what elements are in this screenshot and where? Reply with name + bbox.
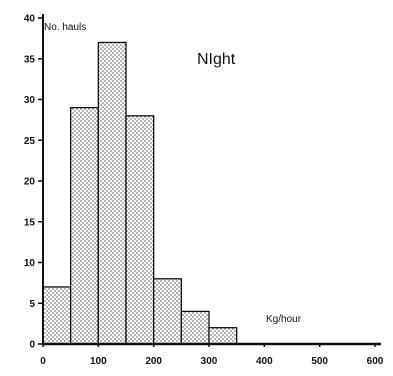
- y-tick-label: 30: [24, 95, 36, 106]
- histogram-bar: [180, 310, 210, 345]
- x-tick-label: 100: [90, 356, 107, 367]
- x-tick-label: 300: [201, 356, 218, 367]
- chart-title: NIght: [197, 51, 236, 68]
- histogram-bar: [42, 286, 72, 345]
- y-tick-label: 20: [24, 177, 36, 188]
- y-tick-label: 15: [24, 217, 36, 228]
- x-tick-label: 200: [145, 356, 162, 367]
- histogram-bar: [125, 115, 155, 345]
- histogram-bar: [208, 327, 238, 345]
- histogram-bar: [153, 278, 182, 345]
- x-tick-label: 400: [256, 356, 273, 367]
- y-tick-label: 25: [24, 136, 36, 147]
- y-tick-label: 40: [24, 14, 36, 25]
- y-tick-label: 35: [24, 54, 36, 65]
- bars-group: [42, 41, 238, 345]
- x-tick-label: 500: [311, 356, 328, 367]
- axes-group: [42, 14, 381, 346]
- x-tick-label: 600: [367, 356, 384, 367]
- x-axis-label: Kg/hour: [266, 314, 302, 325]
- y-tick-label: 5: [29, 299, 35, 310]
- histogram-bar: [97, 41, 127, 345]
- y-tick-label: 10: [24, 258, 36, 269]
- y-tick-label: 0: [29, 340, 35, 351]
- histogram-bar: [70, 107, 99, 345]
- x-tick-label: 0: [40, 356, 46, 367]
- y-axis-label: No. hauls: [44, 22, 86, 33]
